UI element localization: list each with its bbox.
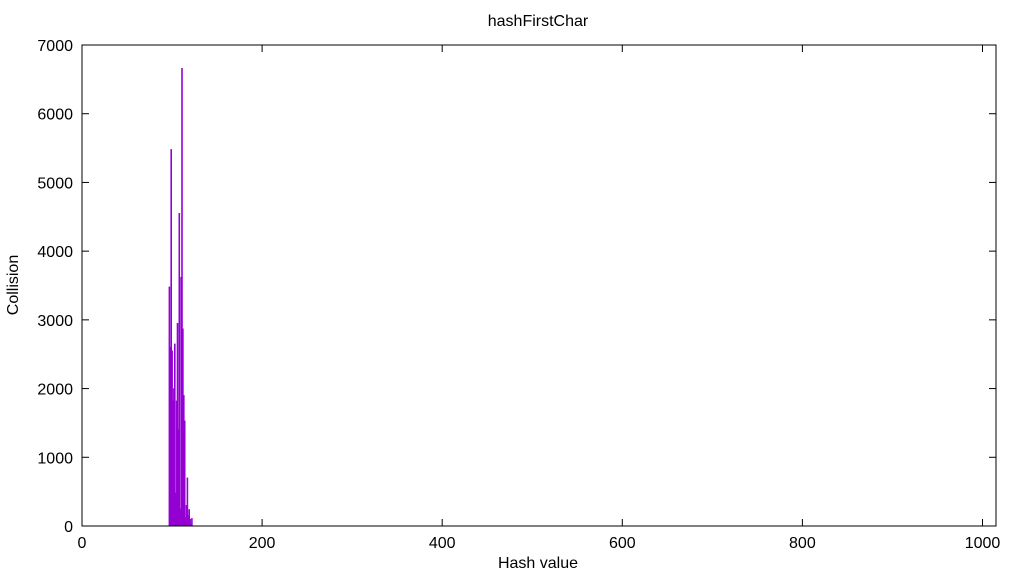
bar bbox=[183, 420, 186, 527]
bar bbox=[191, 518, 193, 527]
y-tick-label: 0 bbox=[64, 519, 73, 536]
x-tick-label: 0 bbox=[78, 535, 87, 552]
x-axis: 0 200 400 600 800 1000 bbox=[78, 45, 1001, 552]
x-tick-label: 1000 bbox=[965, 535, 1001, 552]
x-tick-label: 400 bbox=[429, 535, 456, 552]
bar-series bbox=[168, 68, 193, 527]
y-tick-label: 4000 bbox=[37, 244, 73, 261]
y-tick-label: 1000 bbox=[37, 450, 73, 467]
y-tick-label: 2000 bbox=[37, 382, 73, 399]
y-tick-label: 3000 bbox=[37, 313, 73, 330]
y-axis: 0 1000 2000 3000 4000 5000 6000 7000 bbox=[37, 38, 996, 536]
x-tick-label: 800 bbox=[789, 535, 816, 552]
x-tick-label: 600 bbox=[609, 535, 636, 552]
x-tick-label: 200 bbox=[249, 535, 276, 552]
x-axis-label: Hash value bbox=[498, 555, 578, 572]
y-tick-label: 7000 bbox=[37, 38, 73, 55]
y-tick-label: 6000 bbox=[37, 107, 73, 124]
plot-area-frame bbox=[81, 44, 997, 527]
chart-title: hashFirstChar bbox=[488, 13, 589, 30]
y-axis-label: Collision bbox=[5, 255, 22, 315]
bar bbox=[178, 213, 181, 527]
y-tick-label: 5000 bbox=[37, 175, 73, 192]
